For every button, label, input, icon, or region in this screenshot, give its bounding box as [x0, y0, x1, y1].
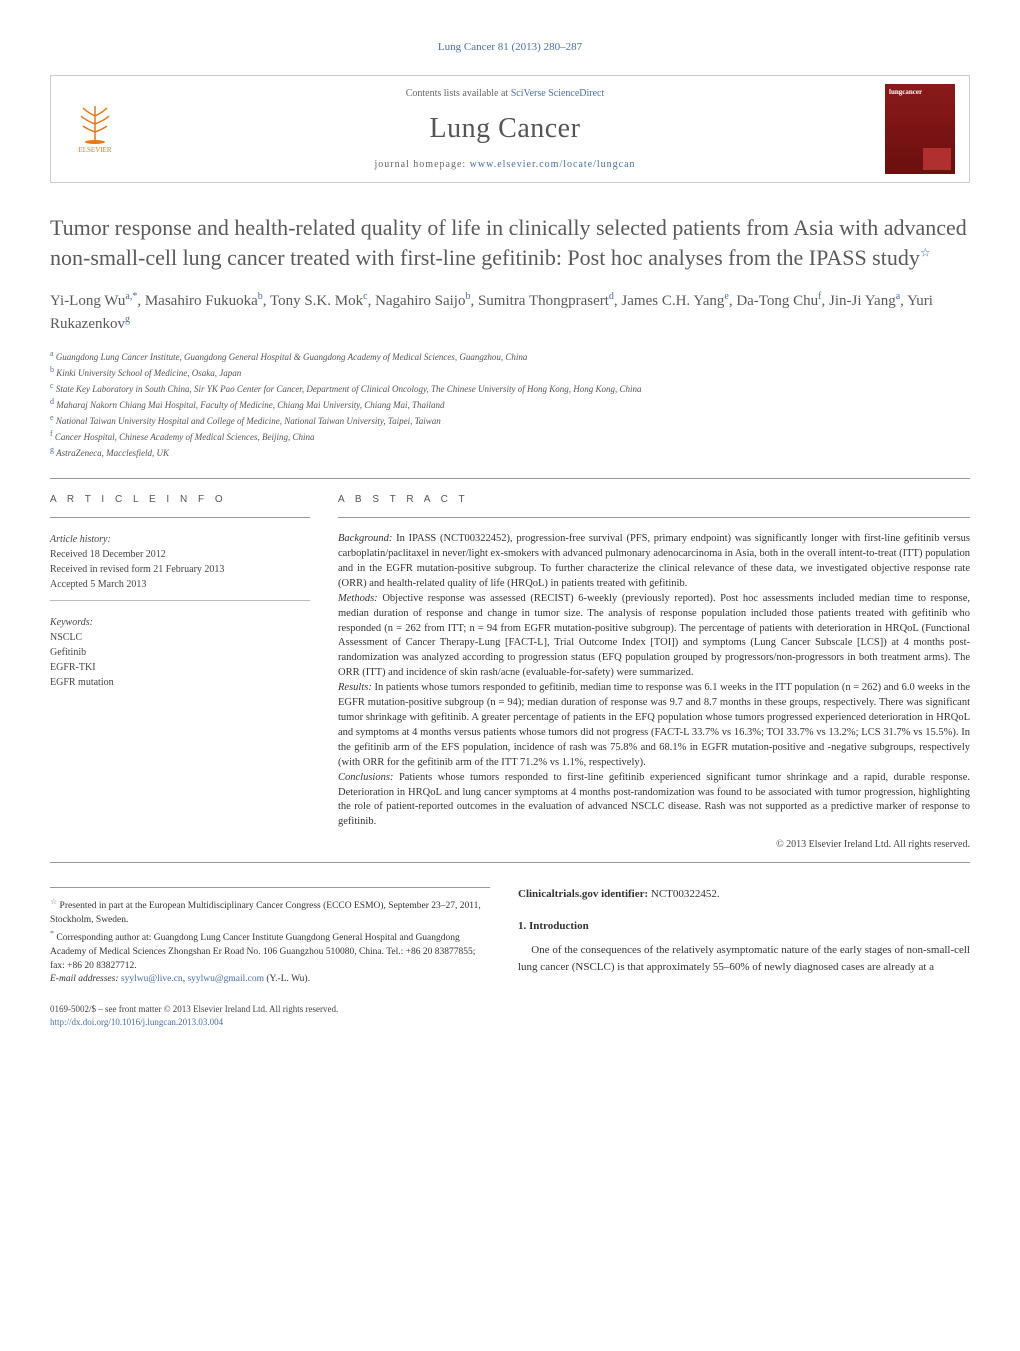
- author-affiliation-marker: a: [896, 291, 900, 302]
- history-label: Article history:: [50, 532, 310, 547]
- introduction-text: One of the consequences of the relativel…: [518, 942, 970, 975]
- keyword: Gefitinib: [50, 645, 310, 660]
- affiliation-list: a Guangdong Lung Cancer Institute, Guang…: [50, 348, 970, 460]
- contents-available: Contents lists available at SciVerse Sci…: [125, 87, 885, 101]
- article-title: Tumor response and health-related qualit…: [50, 213, 970, 272]
- history-line: Received 18 December 2012: [50, 547, 310, 562]
- journal-name: Lung Cancer: [125, 109, 885, 148]
- author: Masahiro Fukuokab: [145, 293, 263, 309]
- affiliation: g AstraZeneca, Macclesfield, UK: [50, 444, 970, 460]
- email-link-1[interactable]: syylwu@live.cn: [121, 974, 183, 984]
- lower-section: ☆ Presented in part at the European Mult…: [50, 887, 970, 987]
- journal-reference: Lung Cancer 81 (2013) 280–287: [50, 40, 970, 55]
- copyright-line: © 2013 Elsevier Ireland Ltd. All rights …: [338, 838, 970, 852]
- journal-homepage: journal homepage: www.elsevier.com/locat…: [125, 158, 885, 172]
- author-affiliation-marker: d: [609, 291, 614, 302]
- history-line: Accepted 5 March 2013: [50, 577, 310, 592]
- elsevier-logo: ELSEVIER: [65, 94, 125, 164]
- keyword: EGFR-TKI: [50, 660, 310, 675]
- background-label: Background:: [338, 533, 392, 544]
- author-affiliation-marker: b: [465, 291, 470, 302]
- journal-cover-thumbnail: lungcancer: [885, 84, 955, 174]
- author-affiliation-marker: e: [724, 291, 728, 302]
- elsevier-tree-icon: [73, 102, 117, 146]
- abstract-text: Background: In IPASS (NCT00322452), prog…: [338, 532, 970, 830]
- author-list: Yi-Long Wua,*, Masahiro Fukuokab, Tony S…: [50, 289, 970, 336]
- methods-label: Methods:: [338, 593, 378, 604]
- results-label: Results:: [338, 682, 372, 693]
- right-lower-column: Clinicaltrials.gov identifier: NCT003224…: [518, 887, 970, 987]
- affiliation: b Kinki University School of Medicine, O…: [50, 364, 970, 380]
- author: Nagahiro Saijob: [375, 293, 470, 309]
- keywords-list: NSCLCGefitinibEGFR-TKIEGFR mutation: [50, 630, 310, 690]
- keywords-label: Keywords:: [50, 615, 310, 630]
- journal-header: ELSEVIER Contents lists available at Sci…: [50, 75, 970, 183]
- author: Jin-Ji Yanga: [829, 293, 900, 309]
- email-link-2[interactable]: syylwu@gmail.com: [187, 974, 264, 984]
- info-abstract-row: A R T I C L E I N F O Article history: R…: [50, 493, 970, 852]
- affiliation: e National Taiwan University Hospital an…: [50, 412, 970, 428]
- front-matter-line: 0169-5002/$ – see front matter © 2013 El…: [50, 1003, 970, 1016]
- article-history: Article history: Received 18 December 20…: [50, 532, 310, 601]
- doi-link[interactable]: http://dx.doi.org/10.1016/j.lungcan.2013…: [50, 1017, 223, 1027]
- divider: [338, 517, 970, 518]
- author-affiliation-marker: b: [258, 291, 263, 302]
- header-center: Contents lists available at SciVerse Sci…: [125, 87, 885, 172]
- abstract-heading: A B S T R A C T: [338, 493, 970, 507]
- cover-image-icon: [923, 148, 951, 170]
- author: Tony S.K. Mokc: [270, 293, 368, 309]
- article-info-heading: A R T I C L E I N F O: [50, 493, 310, 507]
- keywords-block: Keywords: NSCLCGefitinibEGFR-TKIEGFR mut…: [50, 615, 310, 690]
- email-line: E-mail addresses: syylwu@live.cn, syylwu…: [50, 973, 490, 987]
- affiliation: c State Key Laboratory in South China, S…: [50, 380, 970, 396]
- affiliation: f Cancer Hospital, Chinese Academy of Me…: [50, 428, 970, 444]
- footnotes-column: ☆ Presented in part at the European Mult…: [50, 887, 490, 987]
- affiliation: a Guangdong Lung Cancer Institute, Guang…: [50, 348, 970, 364]
- author: James C.H. Yange: [621, 293, 728, 309]
- sciencedirect-link[interactable]: SciVerse ScienceDirect: [511, 88, 605, 99]
- homepage-link[interactable]: www.elsevier.com/locate/lungcan: [470, 159, 636, 170]
- author: Sumitra Thongprasertd: [478, 293, 614, 309]
- page-footer: 0169-5002/$ – see front matter © 2013 El…: [50, 1003, 970, 1028]
- keyword: NSCLC: [50, 630, 310, 645]
- introduction-heading: 1. Introduction: [518, 919, 970, 934]
- affiliation: d Maharaj Nakorn Chiang Mai Hospital, Fa…: [50, 396, 970, 412]
- article-info-column: A R T I C L E I N F O Article history: R…: [50, 493, 310, 852]
- author-affiliation-marker: f: [818, 291, 821, 302]
- presented-note: ☆ Presented in part at the European Mult…: [50, 896, 490, 928]
- conclusions-label: Conclusions:: [338, 772, 393, 783]
- abstract-column: A B S T R A C T Background: In IPASS (NC…: [338, 493, 970, 852]
- clinical-trials-id: Clinicaltrials.gov identifier: NCT003224…: [518, 887, 970, 902]
- author: Da-Tong Chuf: [736, 293, 821, 309]
- history-line: Received in revised form 21 February 201…: [50, 562, 310, 577]
- author-affiliation-marker: g: [125, 314, 130, 325]
- keyword: EGFR mutation: [50, 675, 310, 690]
- author: Yi-Long Wua,*: [50, 293, 137, 309]
- divider: [50, 478, 970, 479]
- publisher-name: ELSEVIER: [78, 146, 111, 156]
- title-note-marker: ☆: [920, 246, 931, 260]
- corresponding-author-note: * Corresponding author at: Guangdong Lun…: [50, 928, 490, 973]
- author-affiliation-marker: a,*: [125, 291, 137, 302]
- divider: [50, 862, 970, 863]
- author-affiliation-marker: c: [363, 291, 367, 302]
- divider: [50, 517, 310, 518]
- cover-title: lungcancer: [889, 88, 951, 98]
